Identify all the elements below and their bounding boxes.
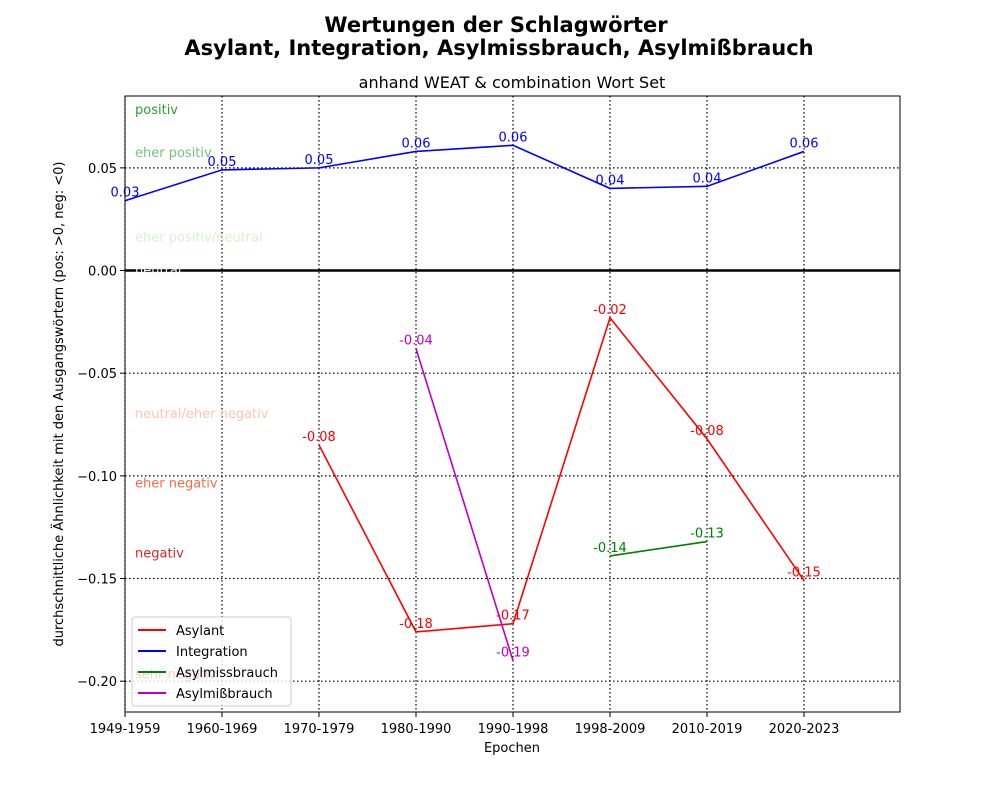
data-label-asylant-0: -0.08 <box>302 430 336 445</box>
data-label-asylant-5: -0.15 <box>787 566 821 581</box>
data-label-asylant-3: -0.02 <box>593 303 627 318</box>
data-label-integration-7: 0.06 <box>790 136 819 151</box>
band-label-positiv: positiv <box>135 103 178 118</box>
data-label-integration-5: 0.04 <box>596 173 625 188</box>
data-label-asylmissbrauch-1: -0.19 <box>496 646 530 661</box>
band-label-neutral: neutral <box>135 264 182 279</box>
x-tick-label-1: 1960-1969 <box>187 722 258 737</box>
legend-label-asylmissbrauch: Asylmissbrauch <box>176 666 278 681</box>
y-tick-label-5: 0.05 <box>88 162 117 177</box>
legend-label-integration: Integration <box>176 645 248 660</box>
series-layer <box>125 145 804 660</box>
legend: Asylant Integration Asylmissbrauch Asylmißb… <box>132 617 291 706</box>
data-label-asylant-1: -0.18 <box>399 617 433 632</box>
y-tick-label-3: −0.05 <box>77 367 117 382</box>
data-label-asylmissbrauch-0: -0.04 <box>399 334 433 349</box>
data-label-integration-4: 0.06 <box>499 130 528 145</box>
y-tick-label-2: −0.10 <box>77 470 117 485</box>
legend-label-asylmissbrauch: Asylmißbrauch <box>176 687 273 702</box>
chart-title-line2: Asylant, Integration, Asylmissbrauch, As… <box>184 36 813 60</box>
data-label-integration-6: 0.04 <box>693 171 722 186</box>
chart-subtitle: anhand WEAT & combination Wort Set <box>359 73 666 92</box>
y-axis-label: durchschnittliche Ähnlichkeit mit den Au… <box>51 161 67 646</box>
series-line-asylant <box>319 318 804 632</box>
data-label-integration-2: 0.05 <box>305 153 334 168</box>
x-tick-label-0: 1949-1959 <box>90 722 161 737</box>
data-label-asylant-4: -0.08 <box>690 424 724 439</box>
x-tick-label-6: 2010-2019 <box>672 722 743 737</box>
y-tick-label-0: −0.20 <box>77 675 117 690</box>
data-label-asylmissbrauch-0: -0.14 <box>593 541 627 556</box>
band-label-layer: positiv eher positiv eher positiv/neutral n… <box>135 103 269 683</box>
data-label-integration-1: 0.05 <box>208 155 237 170</box>
band-label-eher-positiv-neutral: eher positiv/neutral <box>135 230 263 245</box>
x-tick-label-5: 1998-2009 <box>575 722 646 737</box>
x-tick-label-7: 2020-2023 <box>769 722 840 737</box>
y-tick-label-1: −0.15 <box>77 573 117 588</box>
x-axis-label: Epochen <box>484 741 540 756</box>
data-label-asylant-2: -0.17 <box>496 609 530 624</box>
x-tick-label-2: 1970-1979 <box>284 722 355 737</box>
legend-label-asylant: Asylant <box>176 624 224 639</box>
x-tick-label-3: 1980-1990 <box>381 722 452 737</box>
band-label-negativ: negativ <box>135 547 184 562</box>
band-label-neutral-eher-negativ: neutral/eher negativ <box>135 407 269 422</box>
band-label-eher-positiv: eher positiv <box>135 146 212 161</box>
chart-title-line1: Wertungen der Schlagwörter <box>324 13 668 37</box>
x-tick-label-4: 1990-1998 <box>478 722 549 737</box>
data-label-integration-3: 0.06 <box>402 136 431 151</box>
y-tick-label-4: 0.00 <box>88 265 117 280</box>
band-label-eher-negativ: eher negativ <box>135 477 218 492</box>
data-label-asylmissbrauch-1: -0.13 <box>690 527 724 542</box>
